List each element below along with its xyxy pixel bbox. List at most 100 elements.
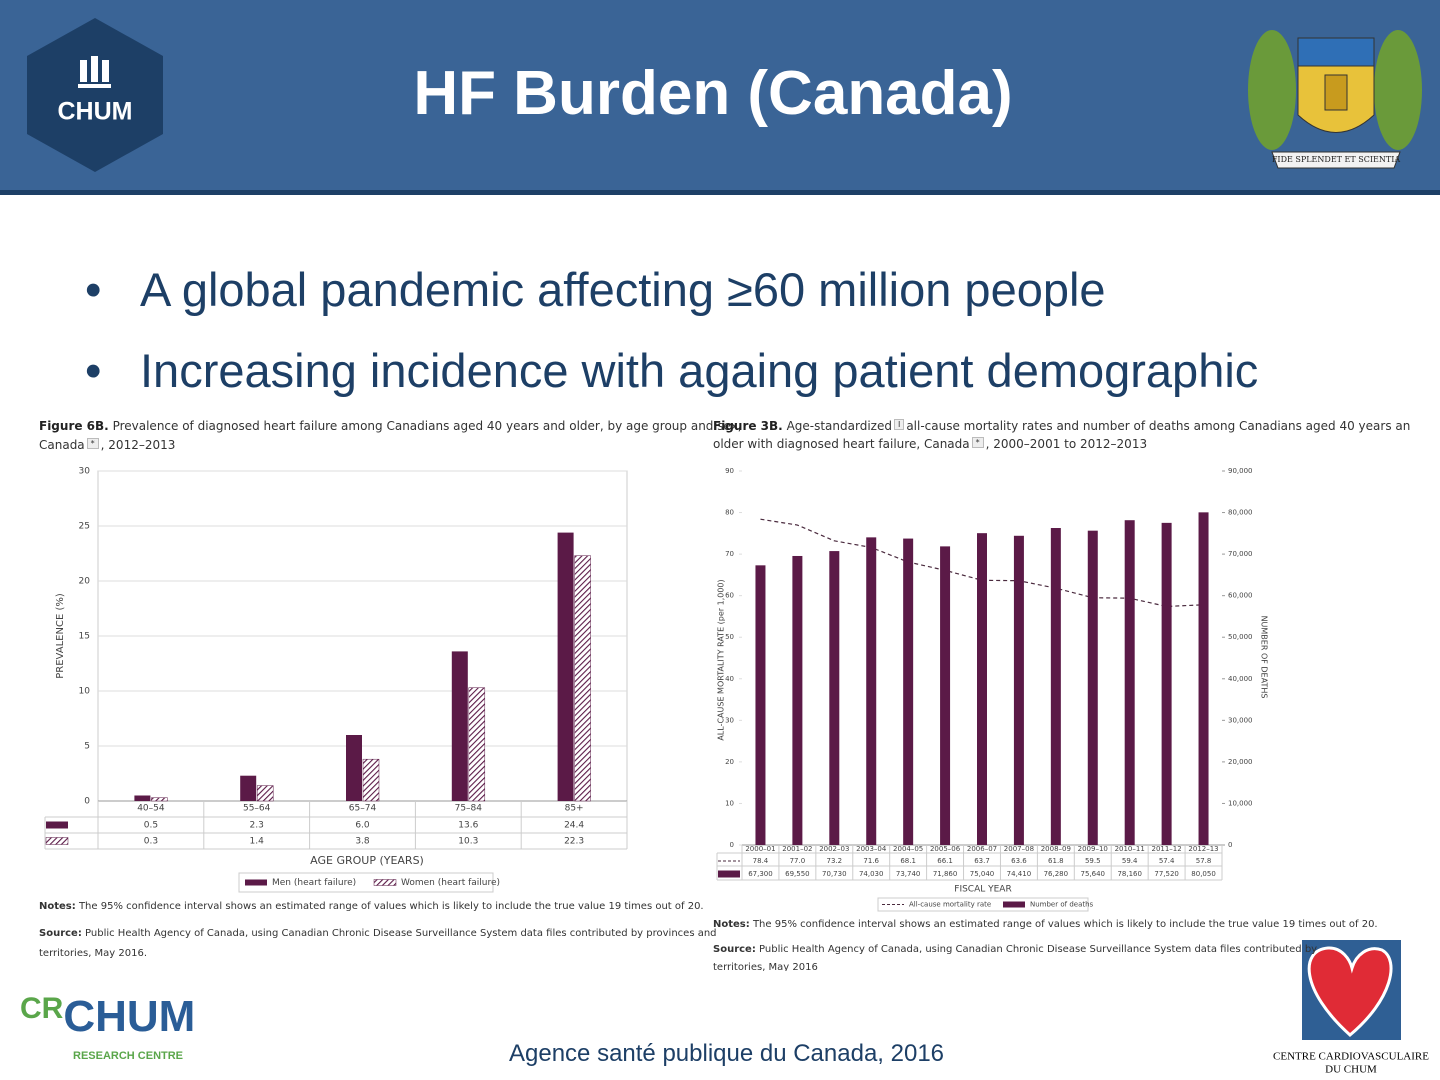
x-tick-label: 85+ bbox=[565, 804, 584, 814]
bar bbox=[940, 546, 951, 845]
x-tick-label: 2011–12 bbox=[1151, 845, 1181, 853]
table-cell: 24.4 bbox=[564, 821, 584, 831]
table-cell: 76,280 bbox=[1044, 870, 1069, 878]
x-tick-label: 2000–01 bbox=[745, 845, 775, 853]
text: Age-standardized bbox=[786, 419, 892, 433]
legend-box bbox=[238, 872, 494, 893]
text: Notes: bbox=[39, 901, 76, 912]
y-tick-label: 0 bbox=[730, 841, 734, 849]
table-cell: 57.8 bbox=[1196, 857, 1212, 865]
x-tick-label: 2012–13 bbox=[1188, 845, 1218, 853]
crest-motto: FIDE SPLENDET ET SCIENTIA bbox=[1272, 155, 1400, 164]
crest bbox=[1248, 30, 1422, 169]
table-cell: 61.8 bbox=[1048, 857, 1064, 865]
y2-tick-label: 0 bbox=[1228, 841, 1232, 849]
crchum-subtitle: RESEARCH CENTRE bbox=[73, 1050, 184, 1062]
bar bbox=[792, 555, 803, 845]
y-tick-label: 90 bbox=[725, 467, 734, 475]
text: * bbox=[971, 437, 984, 448]
table-cell: 70,730 bbox=[822, 870, 847, 878]
y-tick-label: 30 bbox=[79, 467, 91, 477]
table-cell: 75,040 bbox=[970, 870, 995, 878]
text: I bbox=[893, 419, 905, 430]
x-axis-label: AGE GROUP (YEARS) bbox=[310, 854, 424, 867]
bar bbox=[755, 565, 766, 845]
x-tick-label: 2001–02 bbox=[782, 845, 812, 853]
text: * bbox=[86, 438, 99, 449]
table-cell: 66.1 bbox=[937, 857, 953, 865]
bar bbox=[574, 555, 591, 802]
bar bbox=[346, 735, 362, 801]
table-cell: 2.3 bbox=[250, 821, 264, 831]
x-tick-label: 2008–09 bbox=[1041, 845, 1071, 853]
y-tick-label: 60 bbox=[725, 592, 734, 600]
table-cell: 13.6 bbox=[458, 821, 478, 831]
y-tick-label: 10 bbox=[725, 799, 734, 807]
y2-tick-label: 90,000 bbox=[1228, 467, 1253, 475]
table-cell: 0.3 bbox=[144, 837, 158, 847]
y-tick-label: 20 bbox=[79, 577, 91, 587]
y2-tick-label: 40,000 bbox=[1228, 675, 1253, 683]
bar bbox=[557, 532, 574, 801]
figure-caption: older with diagnosed heart failure, Cana… bbox=[713, 437, 1147, 451]
x-tick-label: 75–84 bbox=[455, 804, 483, 814]
table-cell: 0.5 bbox=[144, 821, 158, 831]
x-tick-label: 40–54 bbox=[137, 804, 165, 814]
text: The 95% confidence interval shows an est… bbox=[752, 919, 1378, 930]
bar bbox=[256, 785, 274, 802]
y2-tick-label: 20,000 bbox=[1228, 758, 1253, 766]
y-tick-label: 15 bbox=[79, 632, 90, 642]
y-tick-label: 80 bbox=[725, 509, 734, 517]
table-cell: 69,550 bbox=[785, 870, 810, 878]
notes: Notes: The 95% confidence interval shows… bbox=[713, 919, 1378, 930]
text: Prevalence of diagnosed heart failure am… bbox=[112, 419, 742, 433]
bar bbox=[451, 651, 468, 801]
table-cell: 59.4 bbox=[1122, 857, 1138, 865]
table-cell: 77.0 bbox=[790, 857, 806, 865]
legend-label: Men (heart failure) bbox=[272, 878, 356, 888]
legend-box bbox=[877, 897, 1089, 912]
table-cell: 78,160 bbox=[1117, 870, 1142, 878]
y-tick-label: 0 bbox=[84, 797, 90, 807]
text: Figure 6B. bbox=[39, 419, 109, 433]
legend-swatch bbox=[1003, 901, 1025, 908]
legend-label: Number of deaths bbox=[1030, 901, 1094, 909]
x-tick-label: 2009–10 bbox=[1078, 845, 1108, 853]
table-cell: 71.6 bbox=[863, 857, 879, 865]
text: Canada bbox=[39, 438, 85, 452]
y2-tick-label: 30,000 bbox=[1228, 716, 1253, 724]
bar bbox=[240, 775, 257, 801]
y-tick-label: 30 bbox=[725, 716, 734, 724]
x-tick-label: 2010–11 bbox=[1115, 845, 1145, 853]
x-tick-label: 55–64 bbox=[243, 804, 271, 814]
table-cell: 22.3 bbox=[564, 837, 584, 847]
bar bbox=[866, 537, 877, 845]
bar bbox=[829, 551, 840, 845]
text: CR bbox=[20, 992, 64, 1025]
notes: Notes: The 95% confidence interval shows… bbox=[39, 901, 704, 912]
table-cell: 71,860 bbox=[933, 870, 958, 878]
x-tick-label: 2007–08 bbox=[1004, 845, 1034, 853]
bar bbox=[903, 538, 914, 845]
table-cell: 78.4 bbox=[753, 857, 769, 865]
cardio-line: DU CHUM bbox=[1325, 1064, 1377, 1076]
bar bbox=[1050, 528, 1061, 845]
table-cell: 10.3 bbox=[458, 837, 478, 847]
text: Public Health Agency of Canada, using Ca… bbox=[85, 928, 717, 939]
bullet: • A global pandemic affecting ≥60 million… bbox=[85, 263, 1106, 316]
y-tick-label: 50 bbox=[725, 633, 734, 641]
legend-swatch bbox=[46, 821, 68, 829]
x-axis-label: FISCAL YEAR bbox=[954, 885, 1011, 895]
text: CHUM bbox=[63, 992, 196, 1041]
bar bbox=[134, 795, 151, 801]
legend-swatch bbox=[373, 879, 397, 886]
bar bbox=[151, 797, 168, 802]
table-cell: 3.8 bbox=[355, 837, 370, 847]
source: Source: Public Health Agency of Canada, … bbox=[713, 944, 1317, 955]
figure-caption: Figure 6B. Prevalence of diagnosed heart… bbox=[39, 419, 742, 433]
table-cell: 75,640 bbox=[1081, 870, 1106, 878]
table-cell: 74,030 bbox=[859, 870, 884, 878]
chum-logo-hexagon bbox=[27, 18, 163, 172]
